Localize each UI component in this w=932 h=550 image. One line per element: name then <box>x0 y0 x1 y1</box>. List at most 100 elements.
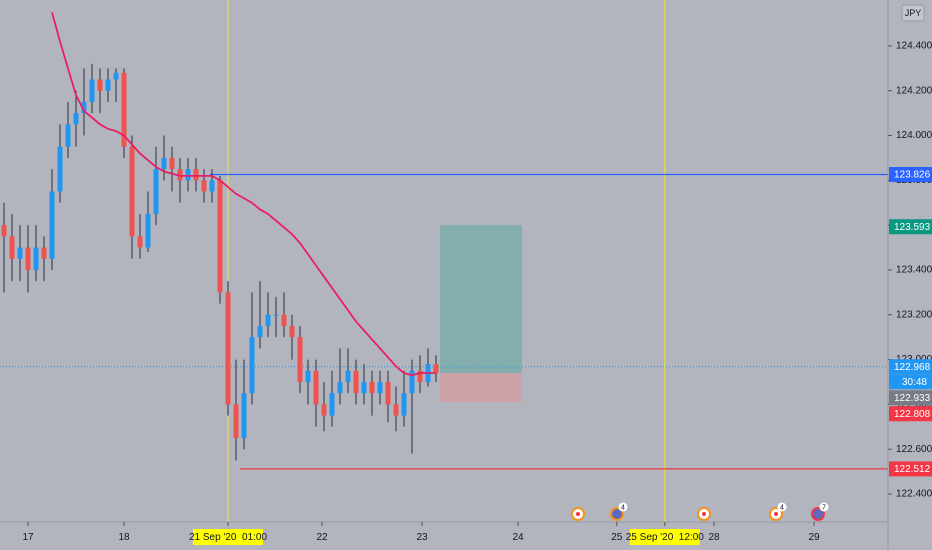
price-tag <box>889 219 932 235</box>
candle-body <box>161 157 167 170</box>
candle-body <box>9 236 15 259</box>
x-tick-label: 25 <box>611 532 623 543</box>
candle-body <box>329 393 335 416</box>
x-tick-label: 17 <box>22 532 34 543</box>
candle-body <box>401 393 407 416</box>
plot-area <box>0 0 888 522</box>
candle-body <box>249 337 255 394</box>
y-tick-label: 124.000 <box>896 130 932 141</box>
y-tick-label: 124.200 <box>896 85 932 96</box>
x-tick-label: 21 Sep '20 01:00 <box>189 532 268 543</box>
price-tag <box>889 406 932 422</box>
candle-body <box>265 314 271 326</box>
price-tag <box>889 390 932 406</box>
countdown-tag <box>889 374 932 390</box>
event-icon[interactable] <box>610 507 624 521</box>
candle-body <box>145 213 151 248</box>
x-tick-label: 24 <box>512 532 524 543</box>
event-dot <box>774 512 778 516</box>
price-tag <box>889 461 932 477</box>
candle-body <box>225 292 231 405</box>
candle-body <box>313 370 319 405</box>
moving-average <box>51 12 436 377</box>
candle-body <box>281 314 287 326</box>
price-tag-label: 123.593 <box>894 222 931 233</box>
candle-body <box>177 169 183 181</box>
candle-body <box>25 247 31 270</box>
candle-body <box>257 325 263 338</box>
price-tag-label: 122.512 <box>894 464 931 475</box>
price-tag-label: 122.933 <box>894 393 931 404</box>
price-tag <box>889 167 932 183</box>
event-dot <box>702 512 706 516</box>
axes: 124.400124.200124.000123.800123.600123.4… <box>22 41 932 545</box>
event-badge-text: 4 <box>780 504 784 511</box>
candle-body <box>113 72 119 80</box>
candle-body <box>217 180 223 293</box>
candle-body <box>57 146 63 192</box>
currency-button[interactable] <box>901 4 925 22</box>
candle-body <box>65 124 71 147</box>
price-tag-label: 122.808 <box>894 409 931 420</box>
candle-body <box>361 381 367 394</box>
x-tick-label: 29 <box>808 532 820 543</box>
candle-body <box>201 180 207 192</box>
candle-body <box>169 157 175 170</box>
candle-body <box>353 370 359 394</box>
candle-body <box>385 381 391 405</box>
stop-zone <box>440 373 522 403</box>
candle-body <box>129 146 135 237</box>
candle-body <box>137 236 143 248</box>
candle-body <box>153 169 159 214</box>
candle-body <box>73 113 79 125</box>
candle-body <box>337 381 343 394</box>
candle-body <box>41 247 47 259</box>
price-tag-label: 123.826 <box>894 170 931 181</box>
candle-body <box>241 393 247 438</box>
candle-body <box>193 169 199 181</box>
candle-body <box>433 364 439 374</box>
x-tick-label: 23 <box>416 532 428 543</box>
y-tick-label: 122.600 <box>896 444 932 455</box>
countdown-label: 30:48 <box>902 377 927 388</box>
candle-body <box>1 225 7 237</box>
y-tick-label: 122.400 <box>896 489 932 500</box>
candle-body <box>321 404 327 416</box>
price-tag <box>889 359 932 375</box>
candle-body <box>417 370 423 382</box>
candle-body <box>33 247 39 270</box>
x-tick-highlight <box>629 529 700 545</box>
candle-body <box>369 381 375 394</box>
candle-body <box>17 247 23 259</box>
candle-body <box>377 381 383 394</box>
event-badge <box>618 502 628 512</box>
candle-body <box>89 79 95 102</box>
candle-body <box>233 404 239 438</box>
x-tick-label: 28 <box>708 532 720 543</box>
candle-body <box>105 79 111 91</box>
candle-body <box>305 370 311 382</box>
candle-body <box>121 72 127 147</box>
event-icon[interactable] <box>811 507 825 521</box>
event-badge-text: 7 <box>822 504 826 511</box>
x-tick-label: 22 <box>316 532 328 543</box>
candle-body <box>97 79 103 91</box>
event-badge <box>819 502 829 512</box>
candle-body <box>345 370 351 382</box>
candle-body <box>289 325 295 338</box>
candle-body <box>393 404 399 416</box>
currency-label[interactable]: JPY <box>905 8 922 18</box>
event-badge <box>777 502 787 512</box>
event-badge-text: 4 <box>621 504 625 511</box>
price-tag-label: 122.968 <box>894 362 931 373</box>
x-tick-label: 25 Sep '20 12:00 <box>626 532 705 543</box>
candle-body <box>273 314 279 316</box>
candle-body <box>185 169 191 181</box>
candle-body <box>81 101 87 114</box>
y-tick-label: 124.400 <box>896 41 932 52</box>
x-tick-label: 18 <box>118 532 130 543</box>
candle-body <box>49 191 55 259</box>
event-dot <box>576 512 580 516</box>
